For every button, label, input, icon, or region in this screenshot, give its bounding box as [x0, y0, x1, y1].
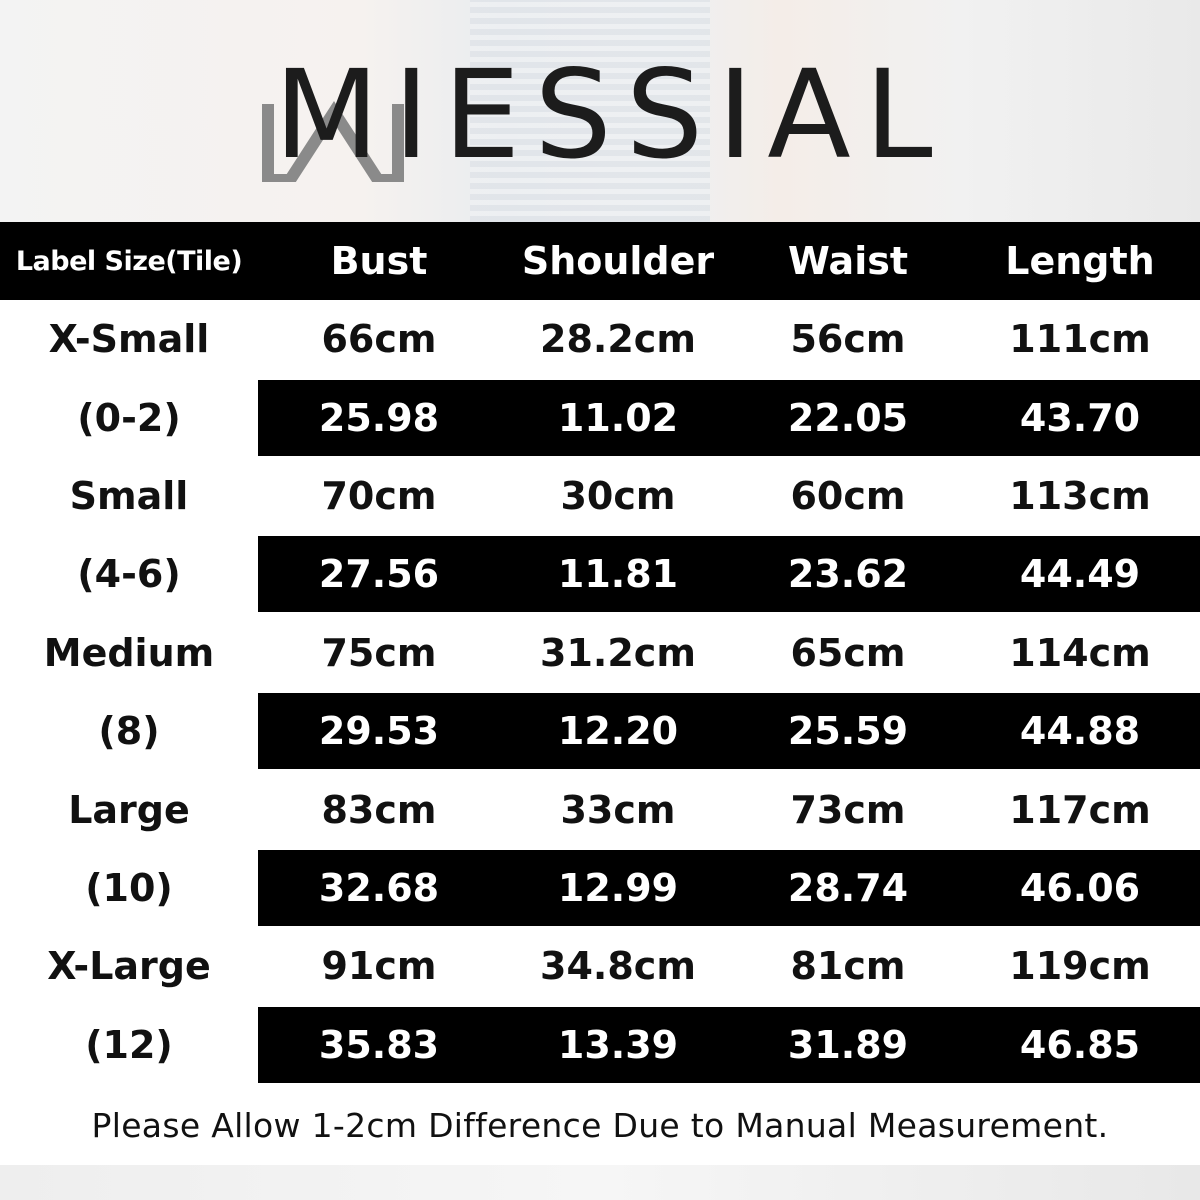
waist-inch: 22.05: [787, 395, 909, 440]
garment-photo: [470, 0, 710, 222]
shoulder-cm: 34.8cm: [540, 944, 696, 989]
waist-cm: 81cm: [790, 944, 906, 989]
size-name: X-Small: [48, 317, 210, 362]
bust-cm: 66cm: [321, 317, 437, 362]
table-row-cm: Small 70cm 30cm 60cm 113cm: [0, 457, 1200, 535]
bust-cm: 91cm: [321, 944, 437, 989]
waist-inch: 25.59: [787, 709, 909, 754]
size-range: (10): [85, 865, 173, 910]
table-row-cm: Medium 75cm 31.2cm 65cm 114cm: [0, 614, 1200, 692]
size-range: (0-2): [77, 395, 181, 440]
waist-inch: 23.62: [787, 552, 909, 597]
bottom-photo-strip: [0, 1165, 1200, 1200]
table-row-inch: (10) 32.68 12.99 28.74 46.06: [0, 849, 1200, 927]
length-cm: 117cm: [1009, 787, 1151, 832]
shoulder-inch: 12.99: [557, 865, 679, 910]
length-inch: 46.06: [1019, 865, 1141, 910]
shoulder-inch: 12.20: [557, 709, 679, 754]
table-row-inch: (4-6) 27.56 11.81 23.62 44.49: [0, 535, 1200, 613]
length-inch: 46.85: [1019, 1022, 1141, 1067]
length-cm: 113cm: [1009, 473, 1151, 518]
table-header-row: Label Size(Tile) Bust Shoulder Waist Len…: [0, 222, 1200, 300]
size-chart-table: Label Size(Tile) Bust Shoulder Waist Len…: [0, 222, 1200, 1084]
brand-mark-icon: [262, 100, 404, 182]
size-name: Small: [69, 473, 189, 518]
header-label-size: Label Size(Tile): [15, 245, 243, 277]
bust-cm: 83cm: [321, 787, 437, 832]
table-row-inch: (0-2) 25.98 11.02 22.05 43.70: [0, 378, 1200, 456]
size-name: Large: [68, 787, 190, 832]
hero-photo-background: [0, 0, 1200, 222]
bust-cm: 75cm: [321, 630, 437, 675]
size-name: X-Large: [47, 944, 211, 989]
bust-inch: 29.53: [318, 709, 440, 754]
table-row-cm: X-Large 91cm 34.8cm 81cm 119cm: [0, 927, 1200, 1005]
shoulder-inch: 11.81: [557, 552, 679, 597]
header-length: Length: [1005, 239, 1155, 283]
shoulder-cm: 33cm: [560, 787, 676, 832]
table-row-cm: X-Small 66cm 28.2cm 56cm 111cm: [0, 300, 1200, 378]
bust-cm: 70cm: [321, 473, 437, 518]
header-waist: Waist: [787, 239, 908, 283]
length-inch: 44.49: [1019, 552, 1141, 597]
waist-cm: 60cm: [790, 473, 906, 518]
bust-inch: 35.83: [318, 1022, 440, 1067]
bust-inch: 27.56: [318, 552, 440, 597]
bust-inch: 32.68: [318, 865, 440, 910]
shoulder-cm: 30cm: [560, 473, 676, 518]
length-inch: 44.88: [1019, 709, 1141, 754]
header-shoulder: Shoulder: [521, 239, 715, 283]
length-cm: 114cm: [1009, 630, 1151, 675]
waist-cm: 73cm: [790, 787, 906, 832]
size-range: (12): [85, 1022, 173, 1067]
size-range: (8): [98, 709, 160, 754]
size-name: Medium: [43, 630, 215, 675]
measurement-note: Please Allow 1-2cm Difference Due to Man…: [91, 1106, 1109, 1145]
waist-cm: 56cm: [790, 317, 906, 362]
waist-inch: 28.74: [787, 865, 909, 910]
table-row-inch: (8) 29.53 12.20 25.59 44.88: [0, 692, 1200, 770]
size-range: (4-6): [77, 552, 181, 597]
shoulder-cm: 28.2cm: [540, 317, 696, 362]
waist-inch: 31.89: [787, 1022, 909, 1067]
bust-inch: 25.98: [318, 395, 440, 440]
shoulder-inch: 13.39: [557, 1022, 679, 1067]
brand-wordmark: MIESSIAL: [274, 44, 947, 186]
length-inch: 43.70: [1019, 395, 1141, 440]
length-cm: 111cm: [1009, 317, 1151, 362]
brand-logo: MIESSIAL: [262, 54, 982, 182]
waist-cm: 65cm: [790, 630, 906, 675]
table-row-cm: Large 83cm 33cm 73cm 117cm: [0, 770, 1200, 848]
shoulder-inch: 11.02: [557, 395, 679, 440]
header-bust: Bust: [330, 239, 428, 283]
shoulder-cm: 31.2cm: [540, 630, 696, 675]
table-row-inch: (12) 35.83 13.39 31.89 46.85: [0, 1006, 1200, 1084]
length-cm: 119cm: [1009, 944, 1151, 989]
